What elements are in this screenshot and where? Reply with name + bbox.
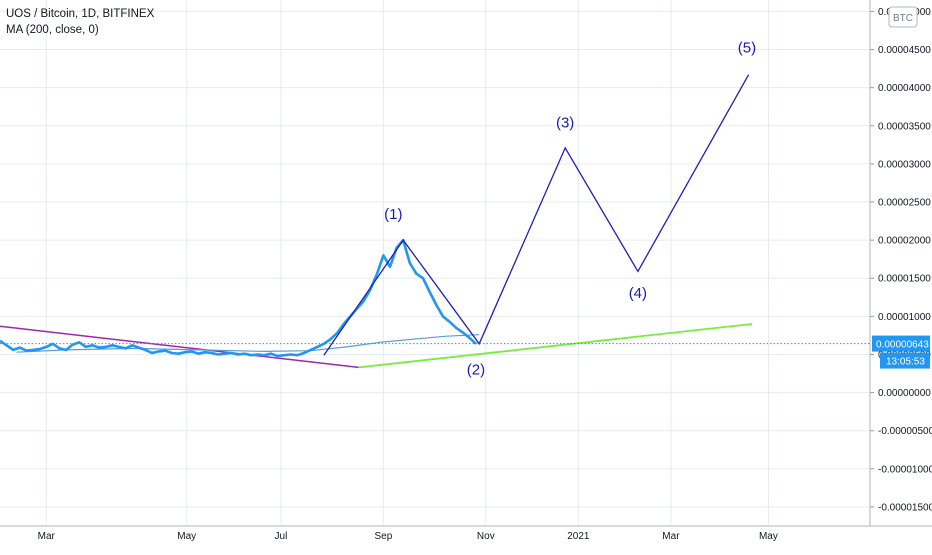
x-tick-label: Nov [477, 531, 495, 542]
wave-label: (4) [629, 285, 647, 302]
lower-trendline [358, 323, 752, 369]
y-tick-label: 0.00002500 [878, 198, 931, 209]
price-tag-layer: BTC 0.00000643 13:05:53 [872, 6, 930, 369]
price-tag-label: 0.00000643 [876, 340, 929, 351]
x-tick-label: May [177, 531, 196, 542]
series-layer [0, 74, 870, 369]
y-tick-label: 0.00003000 [878, 159, 931, 170]
y-tick-label: -0.00001000 [878, 464, 932, 475]
y-tick-label: 0.00004000 [878, 83, 931, 94]
price-line [0, 238, 477, 358]
countdown-label: 13:05:53 [886, 357, 925, 368]
currency-badge[interactable] [888, 6, 918, 28]
x-tick-label: Mar [662, 531, 680, 542]
x-tick-label: Mar [38, 531, 56, 542]
chart-legend: UOS / Bitcoin, 1D, BITFINEX MA (200, clo… [6, 6, 154, 38]
y-tick-label: 0.00000000 [878, 388, 931, 399]
y-tick-label: 0.00004500 [878, 45, 931, 56]
wave-label: (1) [384, 206, 402, 223]
legend-indicator[interactable]: MA (200, close, 0) [6, 24, 99, 36]
x-tick-label: Sep [374, 531, 392, 542]
wave-label: (2) [467, 361, 485, 378]
y-tick-label: 0.00001000 [878, 312, 931, 323]
wave-label: (3) [556, 114, 574, 131]
upper-trendline [0, 325, 359, 369]
currency-badge-label: BTC [893, 13, 913, 24]
y-tick-label: -0.00001500 [878, 502, 932, 513]
legend-symbol[interactable]: UOS / Bitcoin, 1D, BITFINEX [6, 8, 155, 20]
countdown-tag [880, 352, 930, 369]
grid-layer [0, 0, 870, 526]
y-tick-label: 0.00001500 [878, 274, 931, 285]
x-tick-label: May [759, 531, 778, 542]
y-tick-label: 0.00003500 [878, 121, 931, 132]
y-tick-label: -0.00000500 [878, 426, 932, 437]
wave-label-layer: (1) (2) (3) (4) (5) [384, 40, 756, 379]
elliott-wave-line [323, 74, 750, 356]
x-tick-label: 2021 [567, 531, 590, 542]
axes-layer: 0.000050000.000045000.000040000.00003500… [0, 0, 932, 542]
x-tick-label: Jul [275, 531, 288, 542]
wave-label: (5) [738, 40, 756, 57]
price-tag [872, 335, 930, 352]
y-tick-label: 0.00002000 [878, 236, 931, 247]
